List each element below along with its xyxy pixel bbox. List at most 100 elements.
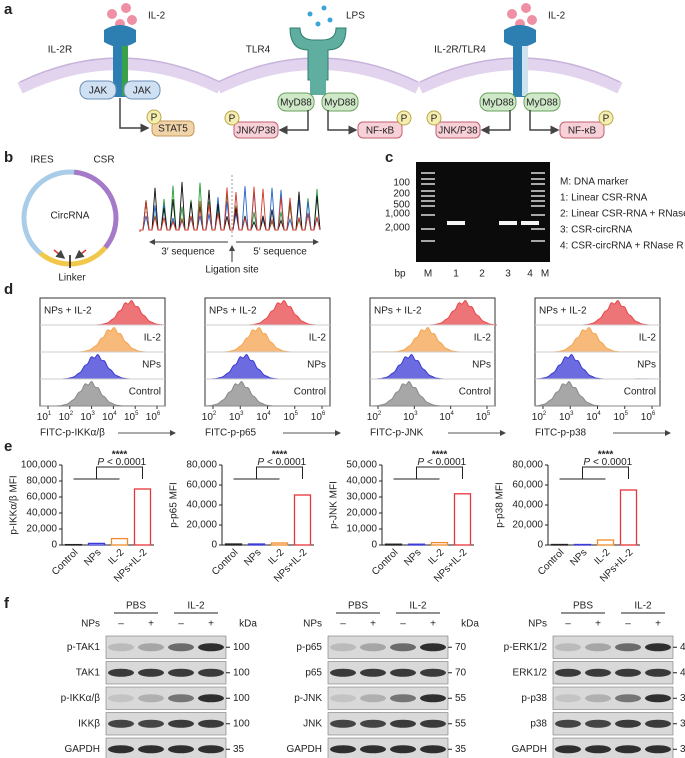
tick-exp: 6 bbox=[652, 411, 656, 417]
y-tick-label: 0 bbox=[537, 540, 543, 551]
adaptor bbox=[523, 92, 561, 112]
sig-stars: **** bbox=[272, 450, 288, 461]
mw-label: 35 bbox=[680, 744, 685, 755]
adaptor-label: MyD88 bbox=[324, 98, 356, 109]
panel-letter: f bbox=[4, 595, 10, 612]
sample-label: NPs + IL-2 bbox=[374, 306, 422, 317]
row-label: p38 bbox=[530, 718, 547, 729]
tick-exp: 3 bbox=[570, 411, 574, 417]
band bbox=[138, 694, 164, 703]
target-label: JNK/P38 bbox=[236, 126, 276, 137]
x-tick-label: 102 bbox=[202, 411, 217, 423]
sample-band bbox=[499, 221, 517, 225]
ligand bbox=[507, 9, 517, 19]
tick-exp: 2 bbox=[70, 411, 74, 417]
band bbox=[198, 643, 224, 652]
tick-exp: 2 bbox=[213, 411, 217, 417]
ligand bbox=[321, 5, 327, 11]
band bbox=[390, 694, 416, 703]
bar bbox=[224, 543, 243, 546]
p-value: P < 0.0001 bbox=[97, 457, 146, 468]
bar bbox=[384, 543, 403, 546]
ring-segment bbox=[21, 169, 75, 256]
row-label: p-p65 bbox=[296, 642, 322, 653]
band bbox=[615, 694, 641, 703]
receptor bbox=[289, 27, 347, 81]
tick-exp: 4 bbox=[451, 411, 455, 417]
sample-label: NPs + IL-2 bbox=[44, 306, 92, 317]
tick-exp: 4 bbox=[597, 411, 601, 417]
mw-label: 70 bbox=[455, 642, 467, 653]
phospho bbox=[426, 110, 442, 126]
band bbox=[330, 694, 356, 703]
row-label: GAPDH bbox=[64, 744, 100, 755]
x-tick-label: NPs bbox=[568, 547, 589, 568]
x-tick-label: Control bbox=[370, 547, 401, 578]
group-header: PBS bbox=[573, 601, 593, 612]
y-tick-label: 20,000 bbox=[186, 520, 217, 531]
sig-bracket bbox=[559, 466, 629, 480]
mw-label: 40 bbox=[680, 642, 685, 653]
red-arrow bbox=[74, 249, 87, 259]
sample-label: NPs + IL-2 bbox=[209, 306, 257, 317]
band bbox=[555, 745, 581, 754]
tick-base: 10 bbox=[439, 412, 451, 423]
y-tick-label: 20,000 bbox=[512, 520, 543, 531]
band bbox=[198, 668, 224, 677]
group-header: IL-2 bbox=[187, 601, 205, 612]
target-label: NF-κB bbox=[366, 126, 395, 137]
adaptor bbox=[479, 92, 517, 112]
ladder-band bbox=[531, 228, 545, 230]
sample-label: IL-2 bbox=[144, 333, 162, 344]
band bbox=[198, 719, 224, 728]
mw-label: 100 bbox=[233, 667, 250, 678]
kda-label: kDa bbox=[461, 619, 479, 630]
tick-base: 10 bbox=[284, 412, 296, 423]
x-tick-label: 106 bbox=[641, 411, 656, 423]
mw-label: 55 bbox=[455, 718, 467, 729]
band bbox=[390, 719, 416, 728]
ladder-band bbox=[421, 178, 435, 180]
sample-band bbox=[447, 221, 465, 225]
panel-letter: c bbox=[385, 149, 393, 166]
x-tick-label: 102 bbox=[532, 411, 547, 423]
band bbox=[585, 643, 611, 652]
mw-label: 35 bbox=[680, 693, 685, 704]
ligand bbox=[307, 11, 313, 17]
band bbox=[330, 668, 356, 677]
x-tick-label: 106 bbox=[146, 411, 161, 423]
histogram bbox=[369, 381, 496, 407]
histogram bbox=[204, 327, 331, 353]
bar bbox=[293, 494, 312, 546]
tick-exp: 5 bbox=[295, 411, 299, 417]
band bbox=[108, 745, 134, 754]
receptor bbox=[104, 25, 136, 47]
band bbox=[645, 668, 671, 677]
x-tick-label: NPs bbox=[242, 547, 263, 568]
x-tick-label: 104 bbox=[439, 411, 454, 423]
target bbox=[357, 121, 403, 139]
phospho bbox=[146, 109, 162, 125]
band bbox=[360, 745, 386, 754]
bar bbox=[619, 489, 638, 546]
p-text: < 0.0001 bbox=[593, 457, 633, 468]
x-tick-label: 105 bbox=[124, 411, 139, 423]
panel-letter: a bbox=[4, 1, 13, 18]
band bbox=[168, 719, 194, 728]
sign-label: – bbox=[565, 619, 571, 630]
band bbox=[420, 668, 446, 677]
y-tick-label: 50,000 bbox=[346, 460, 377, 471]
phospho bbox=[224, 110, 240, 126]
band bbox=[615, 668, 641, 677]
sign-label: – bbox=[400, 619, 406, 630]
bar bbox=[87, 542, 106, 546]
x-tick-label: 105 bbox=[284, 411, 299, 423]
band bbox=[360, 719, 386, 728]
tick-exp: 6 bbox=[157, 411, 161, 417]
tick-base: 10 bbox=[229, 412, 241, 423]
ladder-band bbox=[421, 205, 435, 207]
arrow bbox=[327, 110, 358, 135]
band bbox=[168, 745, 194, 754]
x-tick-label: 102 bbox=[367, 411, 382, 423]
